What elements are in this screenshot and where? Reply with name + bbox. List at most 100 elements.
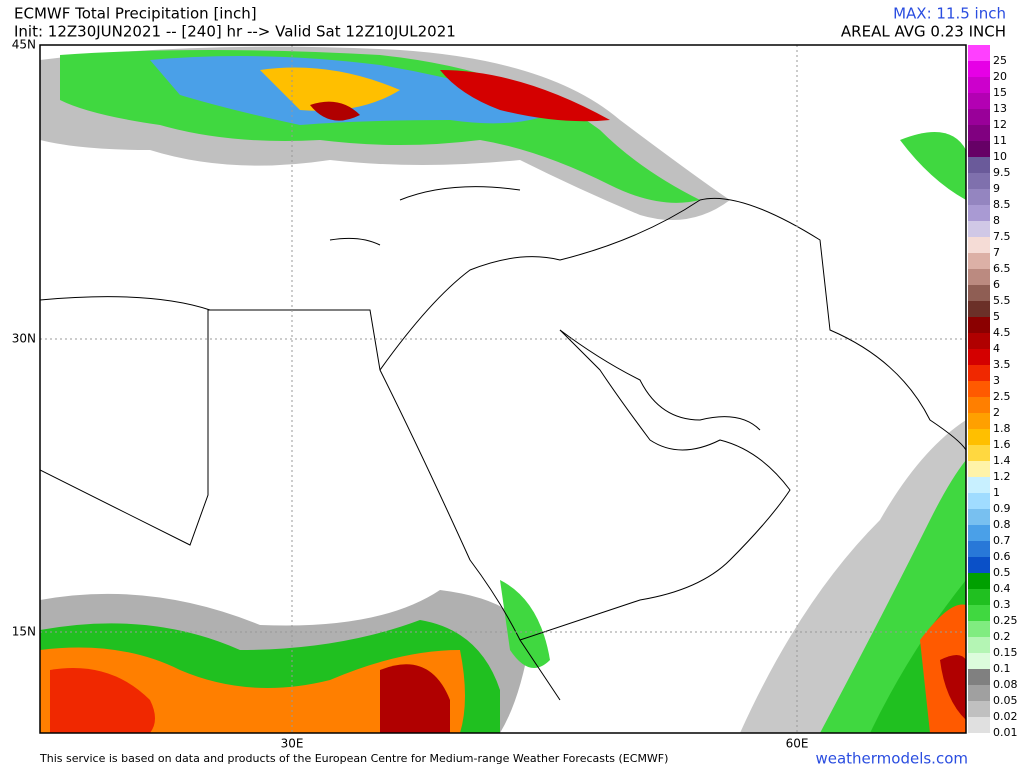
colorbar-label: 1 [993, 486, 1000, 499]
colorbar-swatch [968, 493, 990, 509]
colorbar-swatch [968, 701, 990, 717]
colorbar-swatch [968, 445, 990, 461]
colorbar-swatch [968, 173, 990, 189]
colorbar-label: 0.2 [993, 630, 1011, 643]
colorbar-swatch [968, 317, 990, 333]
colorbar-swatch [968, 685, 990, 701]
lat-label: 15N [12, 625, 36, 639]
colorbar-label: 3 [993, 374, 1000, 387]
colorbar-swatch [968, 157, 990, 173]
colorbar-label: 9.5 [993, 166, 1011, 179]
map [39, 44, 967, 734]
colorbar-swatch [968, 365, 990, 381]
colorbar-swatch [968, 381, 990, 397]
colorbar-label: 1.2 [993, 470, 1011, 483]
colorbar-label: 10 [993, 150, 1007, 163]
colorbar-swatch [968, 637, 990, 653]
footer-credit: This service is based on data and produc… [39, 752, 668, 765]
colorbar-swatch [968, 109, 990, 125]
max-label: MAX: 11.5 inch [893, 5, 1006, 23]
colorbar-label: 2 [993, 406, 1000, 419]
colorbar-swatch [968, 509, 990, 525]
colorbar-label: 5.5 [993, 294, 1011, 307]
colorbar-label: 13 [993, 102, 1007, 115]
colorbar-swatch [968, 93, 990, 109]
colorbar-label: 0.5 [993, 566, 1011, 579]
colorbar-label: 0.02 [993, 710, 1018, 723]
colorbar-label: 0.7 [993, 534, 1011, 547]
colorbar-label: 0.1 [993, 662, 1011, 675]
colorbar-label: 8 [993, 214, 1000, 227]
lat-label: 45N [12, 38, 36, 52]
colorbar-swatch [968, 269, 990, 285]
colorbar-label: 0.05 [993, 694, 1018, 707]
colorbar-swatch [968, 285, 990, 301]
colorbar-label: 4 [993, 342, 1000, 355]
colorbar-swatch [968, 653, 990, 669]
colorbar-swatch [968, 557, 990, 573]
colorbar-label: 1.4 [993, 454, 1011, 467]
colorbar-label: 1.6 [993, 438, 1011, 451]
colorbar-label: 8.5 [993, 198, 1011, 211]
colorbar-swatch [968, 605, 990, 621]
colorbar-swatch [968, 301, 990, 317]
areal-avg: AREAL AVG 0.23 INCH [841, 23, 1006, 41]
colorbar-label: 9 [993, 182, 1000, 195]
colorbar-swatch [968, 621, 990, 637]
colorbar-label: 0.08 [993, 678, 1018, 691]
colorbar-swatch [968, 589, 990, 605]
site-link[interactable]: weathermodels.com [815, 750, 968, 768]
colorbar-swatch [968, 333, 990, 349]
colorbar-label: 6 [993, 278, 1000, 291]
init-line: Init: 12Z30JUN2021 -- [240] hr --> Valid… [14, 23, 456, 41]
colorbar-label: 0.8 [993, 518, 1011, 531]
colorbar: 252015131211109.598.587.576.565.554.543.… [968, 45, 1018, 739]
colorbar-label: 7 [993, 246, 1000, 259]
colorbar-swatch [968, 429, 990, 445]
colorbar-swatch [968, 45, 990, 61]
colorbar-label: 1.8 [993, 422, 1011, 435]
colorbar-swatch [968, 573, 990, 589]
colorbar-label: 0.01 [993, 726, 1018, 739]
colorbar-label: 12 [993, 118, 1007, 131]
colorbar-label: 5 [993, 310, 1000, 323]
colorbar-label: 3.5 [993, 358, 1011, 371]
colorbar-label: 2.5 [993, 390, 1011, 403]
lat-label: 30N [12, 332, 36, 346]
colorbar-swatch [968, 237, 990, 253]
colorbar-swatch [968, 125, 990, 141]
colorbar-label: 6.5 [993, 262, 1011, 275]
colorbar-swatch [968, 525, 990, 541]
colorbar-label: 7.5 [993, 230, 1011, 243]
colorbar-label: 0.25 [993, 614, 1018, 627]
colorbar-swatch [968, 189, 990, 205]
lon-label: 30E [281, 737, 304, 751]
colorbar-swatch [968, 397, 990, 413]
colorbar-swatch [968, 61, 990, 77]
title: ECMWF Total Precipitation [inch] [14, 5, 257, 23]
colorbar-swatch [968, 541, 990, 557]
colorbar-label: 25 [993, 54, 1007, 67]
colorbar-swatch [968, 717, 990, 733]
colorbar-swatch [968, 221, 990, 237]
colorbar-swatch [968, 205, 990, 221]
colorbar-label: 0.6 [993, 550, 1011, 563]
colorbar-swatch [968, 461, 990, 477]
colorbar-swatch [968, 253, 990, 269]
colorbar-label: 0.9 [993, 502, 1011, 515]
colorbar-swatch [968, 477, 990, 493]
colorbar-swatch [968, 349, 990, 365]
colorbar-label: 15 [993, 86, 1007, 99]
colorbar-swatch [968, 669, 990, 685]
colorbar-label: 0.4 [993, 582, 1011, 595]
colorbar-label: 20 [993, 70, 1007, 83]
colorbar-label: 11 [993, 134, 1007, 147]
colorbar-swatch [968, 77, 990, 93]
colorbar-swatch [968, 141, 990, 157]
lon-label: 60E [786, 737, 809, 751]
colorbar-label: 0.3 [993, 598, 1011, 611]
colorbar-label: 4.5 [993, 326, 1011, 339]
colorbar-swatch [968, 413, 990, 429]
colorbar-label: 0.15 [993, 646, 1018, 659]
